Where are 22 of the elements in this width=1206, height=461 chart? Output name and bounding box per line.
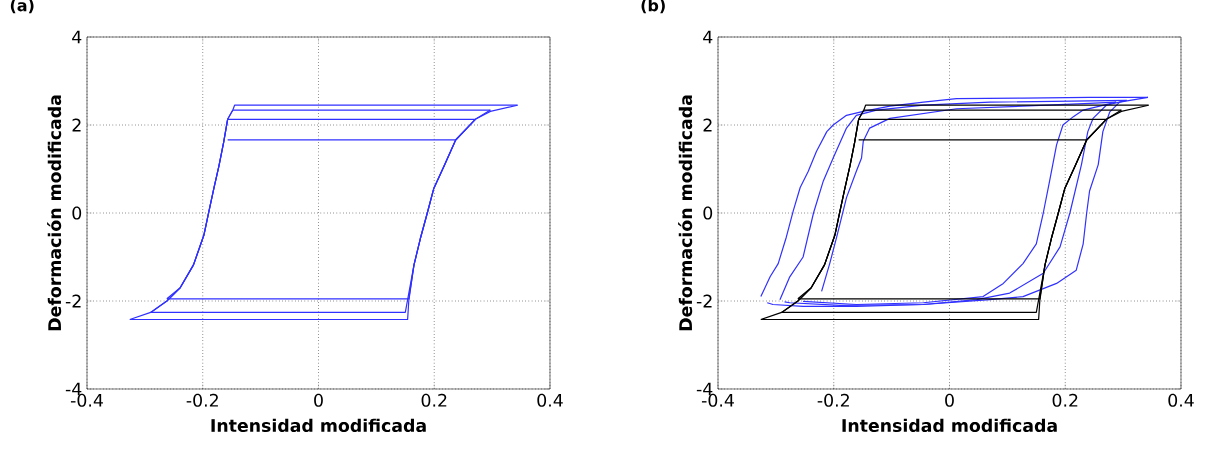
y-axis-title: Deformación modificada: [47, 95, 62, 331]
x-axis-title: Intensidad modificada: [211, 418, 426, 433]
x-tick-label: 0.4: [1168, 393, 1194, 407]
x-tick-label: -0.2: [817, 393, 849, 407]
y-tick-label: -2: [65, 294, 81, 308]
y-tick-label: 0: [72, 206, 82, 220]
y-tick-label: 0: [703, 206, 713, 220]
y-axis-title: Deformación modificada: [678, 95, 693, 331]
x-tick-label: 0.2: [421, 393, 447, 407]
x-axis-title: Intensidad modificada: [842, 418, 1057, 433]
x-tick-label: -0.2: [186, 393, 218, 407]
y-tick-label: 4: [72, 30, 82, 44]
x-tick-label: 0.4: [537, 393, 563, 407]
y-tick-label: 4: [703, 30, 713, 44]
y-tick-label: 2: [703, 118, 712, 132]
x-tick-label: 0: [314, 393, 323, 407]
chart-title: (a): [10, 0, 34, 14]
x-tick-label: 0.2: [1052, 393, 1078, 407]
y-tick-label: -2: [696, 294, 712, 308]
x-tick-label: 0: [945, 393, 954, 407]
y-tick-label: 2: [72, 118, 81, 132]
chart-title: (b): [641, 0, 665, 14]
